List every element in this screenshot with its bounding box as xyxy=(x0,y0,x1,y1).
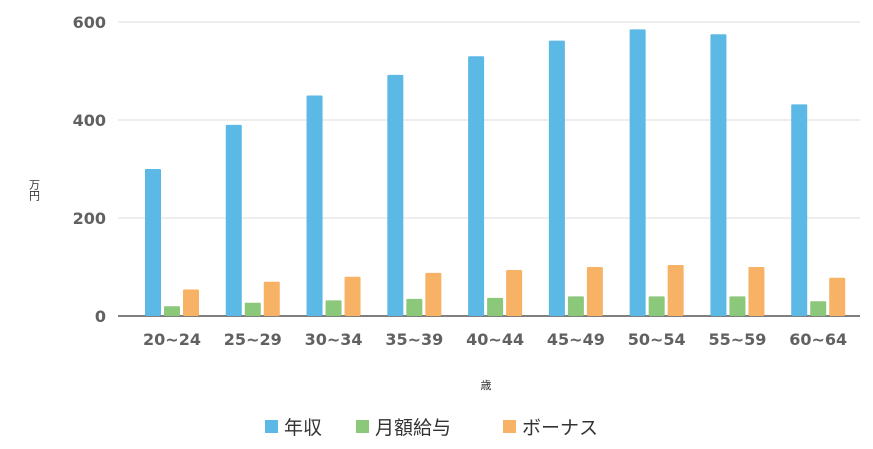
legend-swatch xyxy=(356,420,369,433)
legend-swatch xyxy=(265,420,278,433)
bar xyxy=(567,296,584,316)
y-tick-label: 0 xyxy=(95,307,106,326)
x-tick-label: 60~64 xyxy=(789,330,847,349)
bar xyxy=(244,302,261,316)
bar xyxy=(586,267,603,316)
bar xyxy=(748,267,765,316)
x-tick-label: 35~39 xyxy=(385,330,443,349)
legend-label: 年収 xyxy=(284,417,322,439)
y-tick-label: 400 xyxy=(73,111,106,130)
y-axis-ticks: 600 400 200 0 xyxy=(73,13,106,326)
x-tick-label: 45~49 xyxy=(547,330,605,349)
y-tick-label: 200 xyxy=(73,209,106,228)
bar xyxy=(791,104,808,316)
bar xyxy=(183,289,199,316)
x-axis-ticks: 20~24 25~29 30~34 35~39 40~44 45~49 50~54 55~59… xyxy=(143,330,847,349)
bar xyxy=(387,74,404,316)
bar xyxy=(145,169,161,316)
bar xyxy=(325,300,342,316)
bar xyxy=(829,277,846,316)
bar xyxy=(263,281,280,316)
x-tick-label: 40~44 xyxy=(466,330,524,349)
bar xyxy=(487,297,504,316)
bar xyxy=(810,301,827,316)
bar xyxy=(306,95,323,316)
x-tick-label: 55~59 xyxy=(708,330,766,349)
x-tick-label: 30~34 xyxy=(305,330,363,349)
y-axis-title: 万円 xyxy=(28,179,41,202)
bar xyxy=(506,269,523,316)
legend-swatch xyxy=(503,420,516,433)
legend-label: ボーナス xyxy=(522,417,598,439)
bar xyxy=(729,296,746,316)
bar xyxy=(667,265,684,316)
x-tick-label: 50~54 xyxy=(628,330,686,349)
bar xyxy=(225,124,242,317)
bar xyxy=(425,272,442,316)
y-tick-label: 600 xyxy=(73,13,106,32)
x-axis-title: 歳 xyxy=(481,379,492,392)
bar xyxy=(629,29,646,316)
bar xyxy=(648,296,665,316)
bar xyxy=(344,276,361,316)
bar xyxy=(548,40,565,317)
bar xyxy=(406,298,423,316)
legend-label: 月額給与 xyxy=(375,417,451,439)
legend: 年収 月額給与 ボーナス xyxy=(265,417,598,439)
x-tick-label: 25~29 xyxy=(224,330,282,349)
bars xyxy=(145,29,846,317)
bar xyxy=(468,56,485,317)
bar xyxy=(710,34,727,316)
bar xyxy=(164,306,180,316)
x-tick-label: 20~24 xyxy=(143,330,201,349)
